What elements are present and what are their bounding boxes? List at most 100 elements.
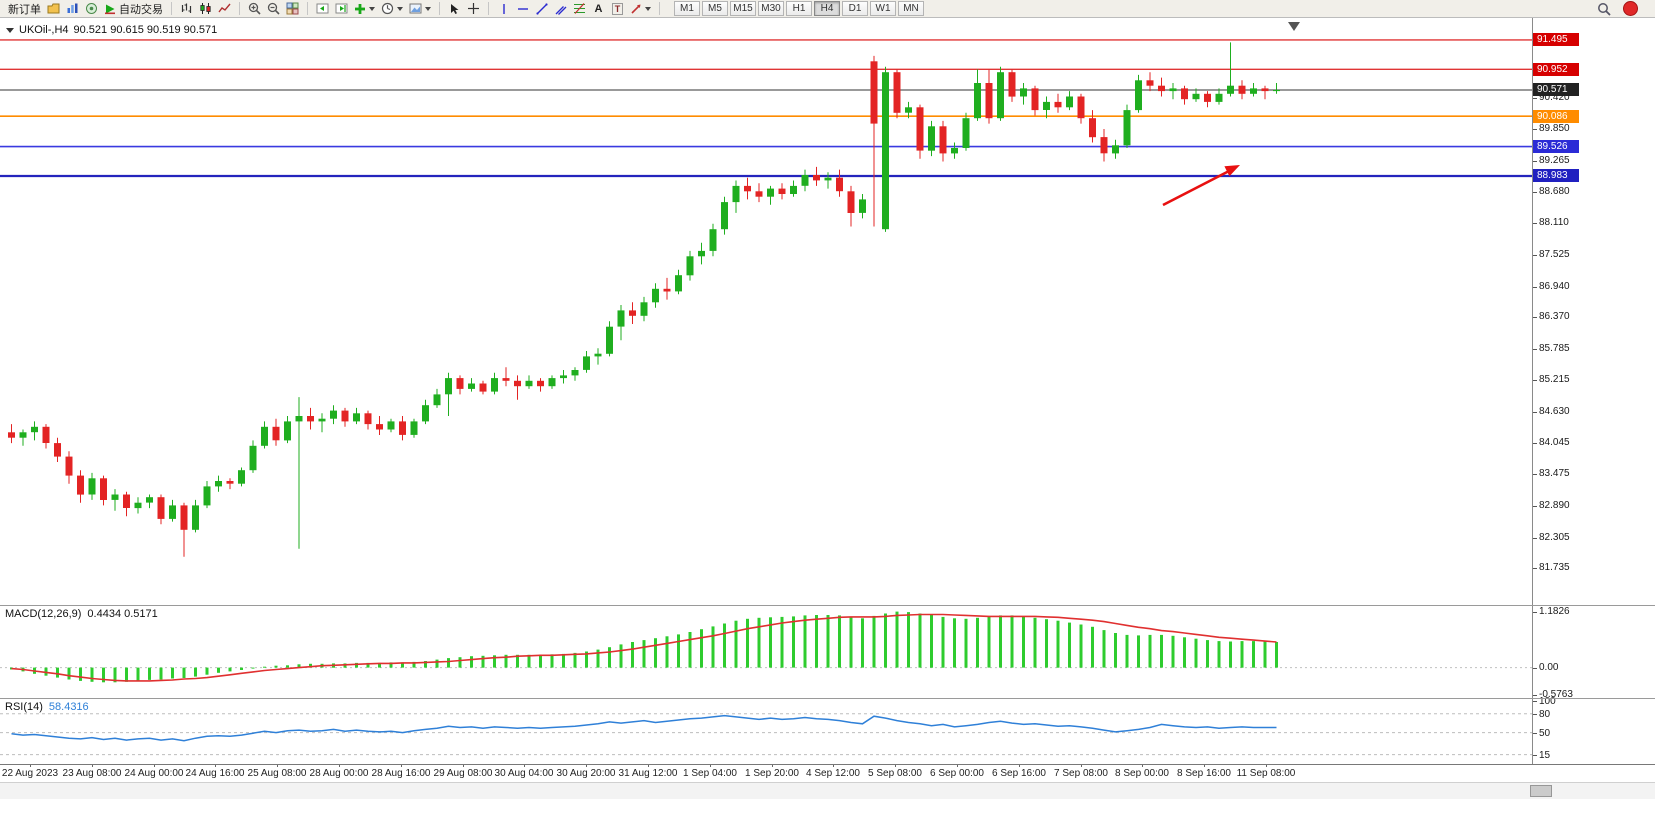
annotation-arrow-line[interactable] [1162, 168, 1232, 207]
candle-body [100, 478, 107, 500]
candle-body [226, 481, 234, 484]
cursor-button[interactable] [446, 1, 463, 17]
price-tickmark [1533, 98, 1537, 99]
candle-body [330, 410, 337, 419]
annotation-arrow-head[interactable] [1224, 165, 1240, 177]
time-label: 7 Sep 08:00 [1054, 768, 1108, 779]
zoom-in-button[interactable] [246, 1, 263, 17]
candlestick-chart-icon [200, 3, 211, 14]
line-chart-icon [218, 3, 231, 13]
price-tick-label: 88.680 [1539, 186, 1570, 197]
timeframe-button-M15[interactable]: M15 [730, 1, 756, 16]
bar-chart-button[interactable] [178, 1, 195, 17]
dropdown-caret-icon [425, 6, 431, 11]
price-tick-label: 82.890 [1539, 500, 1570, 511]
time-label: 1 Sep 20:00 [745, 768, 799, 779]
price-tickmark [1533, 506, 1537, 507]
horizontal-line-button[interactable] [514, 1, 531, 17]
axis-separator [0, 764, 1655, 765]
chart-workspace: UKOil-,H4 90.521 90.615 90.519 90.571 MA… [0, 18, 1655, 831]
candle-body [870, 61, 878, 124]
auto-trading-button[interactable]: 自动交易 [102, 1, 165, 17]
candle-body [836, 177, 843, 192]
indicators-button[interactable] [352, 1, 377, 17]
timeframe-button-W1[interactable]: W1 [870, 1, 896, 16]
time-label: 8 Sep 00:00 [1115, 768, 1169, 779]
candle-body [272, 426, 280, 441]
text-label-button[interactable]: T [609, 1, 626, 17]
time-tickmark [710, 764, 711, 767]
auto-scroll-button[interactable] [314, 1, 331, 17]
macd-pane[interactable] [0, 605, 1532, 698]
line-chart-button[interactable] [216, 1, 233, 17]
timeframe-button-M1[interactable]: M1 [674, 1, 700, 16]
search-icon [1598, 2, 1611, 16]
arrows-button[interactable] [628, 1, 653, 17]
equidistant-channel-icon [555, 5, 566, 15]
templates-button[interactable] [407, 1, 433, 17]
price-tick-label: 85.215 [1539, 374, 1570, 385]
market-watch-button[interactable] [64, 1, 81, 17]
candle-body [502, 378, 510, 381]
arrow-tool-icon [631, 4, 641, 14]
notification-badge[interactable] [1623, 1, 1638, 16]
price-axis[interactable]: 90.420 89.850 89.265 88.680 88.110 87.525 86.9… [1532, 18, 1655, 764]
vertical-line-button[interactable] [495, 1, 512, 17]
channel-button[interactable] [552, 1, 569, 17]
macd-tickmark [1533, 612, 1537, 613]
candle-body [1031, 88, 1039, 111]
candle-body [261, 426, 268, 446]
chart-shift-button[interactable] [333, 1, 350, 17]
time-tickmark [895, 764, 896, 767]
chart-menu-caret-icon[interactable] [6, 27, 14, 33]
candle-body [916, 107, 924, 151]
candlestick-chart-button[interactable] [197, 1, 214, 17]
pane-separator[interactable] [0, 605, 1655, 606]
candle-body [19, 432, 27, 438]
crosshair-button[interactable] [465, 1, 482, 17]
timeframe-button-M30[interactable]: M30 [758, 1, 784, 16]
timeframe-button-D1[interactable]: D1 [842, 1, 868, 16]
profiles-button[interactable] [45, 1, 62, 17]
fibonacci-button[interactable] [571, 1, 588, 17]
periods-button[interactable] [379, 1, 405, 17]
scrollbar-thumb[interactable] [1530, 785, 1552, 797]
candle-body [801, 175, 809, 186]
timeframe-button-H1[interactable]: H1 [786, 1, 812, 16]
time-axis[interactable]: 22 Aug 2023 23 Aug 08:00 24 Aug 00:00 24 Au… [0, 764, 1655, 782]
candle-body [882, 72, 889, 230]
time-label: 24 Aug 00:00 [124, 768, 184, 779]
time-label: 31 Aug 12:00 [618, 768, 678, 779]
price-tick-label: 90.420 [1539, 92, 1570, 103]
price-tickmark [1533, 192, 1537, 193]
candle-body [985, 83, 993, 119]
rsi-pane[interactable] [0, 698, 1532, 764]
price-chart-pane[interactable] [0, 18, 1532, 605]
candle-body [376, 424, 383, 430]
trendline-button[interactable] [533, 1, 550, 17]
timeframe-button-H4[interactable]: H4 [814, 1, 840, 16]
timeframe-button-MN[interactable]: MN [898, 1, 924, 16]
main-toolbar: 新订单 自动交易 [0, 0, 1655, 18]
zoom-out-button[interactable] [265, 1, 282, 17]
time-label: 5 Sep 08:00 [868, 768, 922, 779]
candle-body [399, 421, 406, 435]
candle-body [778, 188, 786, 194]
timeframe-button-M5[interactable]: M5 [702, 1, 728, 16]
time-label: 6 Sep 16:00 [992, 768, 1046, 779]
time-label: 24 Aug 16:00 [185, 768, 245, 779]
search-button[interactable] [1595, 1, 1613, 17]
price-tickmark [1533, 349, 1537, 350]
candle-body [744, 185, 751, 192]
candle-body [65, 456, 73, 476]
horizontal-scrollbar[interactable] [0, 782, 1655, 799]
new-order-button[interactable]: 新订单 [3, 1, 43, 17]
candle-body [675, 275, 682, 292]
candle-body [1192, 93, 1200, 100]
text-button[interactable]: A [590, 1, 607, 17]
pane-separator[interactable] [0, 698, 1655, 699]
navigator-button[interactable] [83, 1, 100, 17]
candle-body [1089, 118, 1096, 138]
candle-body [238, 470, 245, 484]
tile-windows-button[interactable] [284, 1, 301, 17]
